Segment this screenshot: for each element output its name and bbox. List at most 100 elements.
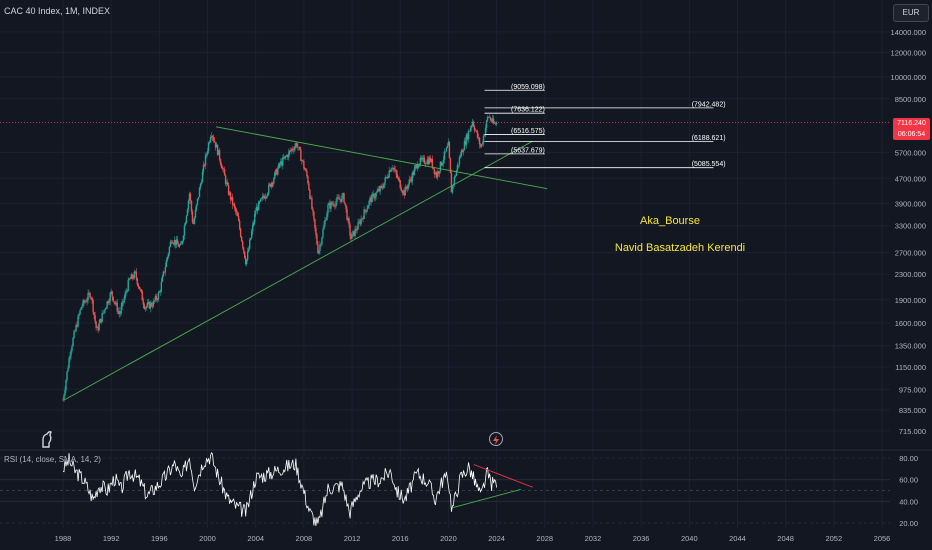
fib-level-label[interactable]: (9059.098) <box>511 84 545 91</box>
candle-body <box>166 256 169 261</box>
candle-body <box>381 186 383 189</box>
tradingview-logo-icon[interactable] <box>40 430 54 448</box>
candle-body <box>252 222 255 225</box>
candle-body <box>390 168 392 172</box>
candle-body <box>221 168 224 169</box>
fib-levels[interactable]: (9059.098) (7942.482) (7636.122) (6516.575)… <box>484 84 726 168</box>
candle-body <box>114 302 116 304</box>
rsi-wedge-bottom-line[interactable] <box>451 488 521 509</box>
candle-body <box>239 228 242 237</box>
candle-body <box>386 177 388 179</box>
last-price-badge: 7116.240 06:06:54 <box>893 118 930 140</box>
candle-body <box>428 157 431 164</box>
candle-body <box>307 175 309 184</box>
candle-body <box>163 271 166 273</box>
rsi-indicator-label[interactable]: RSI (14, close, SMA, 14, 2) <box>4 455 101 464</box>
resistance-trendline[interactable] <box>215 126 548 190</box>
fib-level-label[interactable]: (6516.575) <box>511 128 545 135</box>
trendlines[interactable] <box>63 126 548 401</box>
candle-body <box>465 134 468 145</box>
candle-body <box>117 311 119 312</box>
candle-body <box>330 202 332 209</box>
candle-body <box>461 150 464 153</box>
candle-body <box>435 172 438 178</box>
candle-body <box>492 118 495 124</box>
candle-body <box>139 289 141 290</box>
price-tick-label: 3900.000 <box>895 199 926 208</box>
candle-body <box>368 200 370 206</box>
support-trendline[interactable] <box>63 140 533 401</box>
candle-body <box>169 241 172 248</box>
candle-body <box>185 215 188 223</box>
candle-body <box>350 235 352 239</box>
fib-level-label[interactable]: (6188.621) <box>692 135 726 142</box>
candle-body <box>285 156 287 157</box>
flash-icon[interactable] <box>489 432 503 446</box>
candle-body <box>479 144 482 147</box>
candle-body <box>227 184 230 195</box>
candle-body <box>89 293 91 298</box>
candle-body <box>162 271 165 277</box>
candle-body <box>133 271 135 279</box>
candle-body <box>385 177 387 178</box>
candle-body <box>379 186 381 192</box>
candle-body <box>312 208 314 212</box>
currency-button[interactable]: EUR <box>893 4 929 22</box>
candle-body <box>483 134 486 136</box>
candle-body <box>305 169 307 171</box>
candle-body <box>287 155 289 158</box>
candle-body <box>104 309 106 311</box>
price-tick-label: 715.000 <box>899 427 926 436</box>
time-tick-label: 2000 <box>199 534 216 543</box>
candle-body <box>191 211 194 223</box>
candle-body <box>306 170 308 176</box>
candle-body <box>143 304 145 309</box>
candle-body <box>245 259 248 265</box>
candle-body <box>349 224 351 236</box>
candle-body <box>202 164 205 172</box>
candle-body <box>417 165 420 169</box>
candle-body <box>145 306 148 309</box>
candle-body <box>415 164 417 167</box>
candle-body <box>327 204 329 214</box>
candle-body <box>324 220 326 225</box>
fib-level-label[interactable]: (7636.122) <box>511 107 545 114</box>
time-tick-label: 2032 <box>585 534 602 543</box>
candle-body <box>228 192 231 195</box>
candle-body <box>487 116 490 118</box>
candle-body <box>84 301 86 303</box>
candle-body <box>131 274 133 279</box>
candle-body <box>164 266 167 273</box>
candle-body <box>426 159 429 164</box>
candle-body <box>360 218 362 225</box>
candle-body <box>216 144 219 155</box>
candle-body <box>269 183 271 185</box>
candle-body <box>392 167 394 169</box>
candle-body <box>158 292 161 293</box>
candle-body <box>219 159 222 165</box>
rsi-wedge-top-line[interactable] <box>473 464 533 488</box>
candle-body <box>110 291 112 294</box>
candle-body <box>309 189 311 199</box>
candle-body <box>399 180 401 189</box>
fib-level-label[interactable]: (7942.482) <box>692 101 726 108</box>
candle-body <box>318 250 320 254</box>
fib-level-label[interactable]: (5637.679) <box>511 147 545 154</box>
candle-body <box>391 168 393 169</box>
candle-body <box>212 137 215 141</box>
candle-body <box>280 161 282 165</box>
candle-body <box>481 143 484 145</box>
candle-body <box>241 241 244 248</box>
candle-body <box>168 247 171 254</box>
candle-body <box>294 146 296 151</box>
candle-body <box>75 325 77 331</box>
candle-body <box>469 127 472 132</box>
candle-body <box>486 117 489 121</box>
candle-body <box>425 163 428 165</box>
rsi-tick-label: 80.00 <box>899 454 918 463</box>
candle-body <box>95 321 97 328</box>
fib-level-label[interactable]: (5085.554) <box>692 161 726 168</box>
candle-body <box>475 130 478 132</box>
candle-body <box>250 231 253 238</box>
